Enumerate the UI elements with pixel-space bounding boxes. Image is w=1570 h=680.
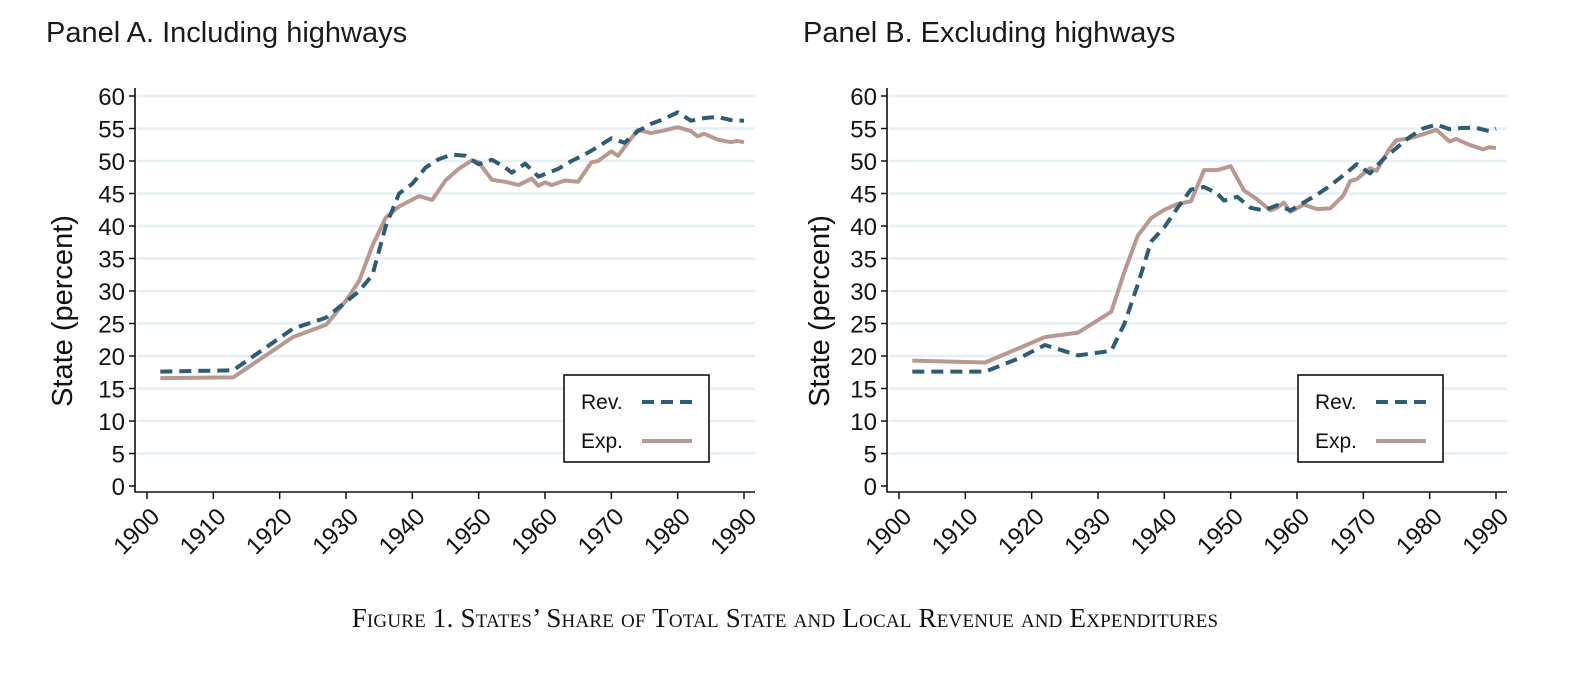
y-axis-title: State (percent)	[804, 215, 836, 407]
x-tick-label: 1990	[705, 503, 762, 560]
y-tick-label: 0	[864, 474, 877, 501]
x-tick-label: 1900	[860, 503, 917, 560]
series-line-rev	[160, 110, 745, 374]
figure-caption: Figure 1. States’ Share of Total State a…	[351, 603, 1219, 633]
x-tick-label: 1910	[927, 503, 984, 560]
axis-frame	[134, 88, 755, 493]
y-tick-label: 50	[850, 149, 877, 176]
x-tick-label: 1950	[1192, 503, 1249, 560]
y-tick-label: 30	[850, 279, 877, 306]
series-line-rev	[912, 122, 1497, 374]
x-tick-label: 1990	[1457, 503, 1514, 560]
x-tick-label: 1970	[573, 503, 630, 560]
x-tick-label: 1950	[440, 503, 497, 560]
y-tick-label: 50	[98, 149, 125, 176]
y-tick-label: 5	[112, 442, 125, 469]
x-tick-label: 1930	[307, 503, 364, 560]
y-axis-title: State (percent)	[47, 215, 79, 407]
y-tick-label: 45	[850, 182, 877, 209]
x-tick-label: 1960	[1258, 503, 1315, 560]
y-tick-label: 15	[98, 377, 125, 404]
y-tick-label: 20	[98, 344, 125, 371]
y-tick-label: 35	[98, 247, 125, 274]
y-tick-label: 40	[850, 214, 877, 241]
y-tick-label: 25	[98, 312, 125, 339]
axis-frame	[886, 88, 1507, 493]
x-tick-label: 1940	[1126, 503, 1183, 560]
panel-title: Panel B. Excluding highways	[803, 17, 1175, 49]
x-tick-label: 1970	[1325, 503, 1382, 560]
x-tick-label: 1910	[175, 503, 232, 560]
legend: Rev. Exp.	[1297, 374, 1444, 463]
y-tick-label: 45	[98, 182, 125, 209]
x-tick-label: 1980	[1391, 503, 1448, 560]
y-tick-label: 35	[850, 247, 877, 274]
x-tick-label: 1930	[1059, 503, 1116, 560]
y-tick-label: 15	[850, 377, 877, 404]
legend-label-rev: Rev.	[581, 391, 623, 414]
legend-label-exp: Exp.	[581, 430, 623, 453]
x-tick-label: 1980	[639, 503, 696, 560]
y-tick-label: 5	[864, 442, 877, 469]
y-tick-label: 20	[850, 344, 877, 371]
y-tick-label: 10	[850, 409, 877, 436]
x-tick-label: 1920	[241, 503, 298, 560]
y-tick-label: 60	[850, 84, 877, 111]
series-line-exp	[912, 127, 1497, 365]
legend-box	[1297, 374, 1444, 463]
panel-b: Panel B. Excluding highways 0 5 10 15 20 25 30 3…	[803, 17, 1514, 560]
y-tick-label: 40	[98, 214, 125, 241]
y-tick-label: 55	[850, 117, 877, 144]
y-tick-label: 25	[850, 312, 877, 339]
panel-title: Panel A. Including highways	[46, 17, 407, 49]
legend-box	[563, 374, 710, 463]
legend-label-rev: Rev.	[1315, 391, 1357, 414]
legend-label-exp: Exp.	[1315, 430, 1357, 453]
y-tick-label: 60	[98, 84, 125, 111]
x-tick-label: 1920	[993, 503, 1050, 560]
x-tick-label: 1940	[374, 503, 431, 560]
panel-a: Panel A. Including highways 0 5 10 15 20 25 30 3…	[46, 17, 762, 560]
x-tick-label: 1900	[108, 503, 165, 560]
y-tick-label: 30	[98, 279, 125, 306]
x-tick-label: 1960	[506, 503, 563, 560]
legend: Rev. Exp.	[563, 374, 710, 463]
y-tick-label: 55	[98, 117, 125, 144]
y-tick-label: 10	[98, 409, 125, 436]
series-line-exp	[160, 125, 745, 381]
y-tick-label: 0	[112, 474, 125, 501]
